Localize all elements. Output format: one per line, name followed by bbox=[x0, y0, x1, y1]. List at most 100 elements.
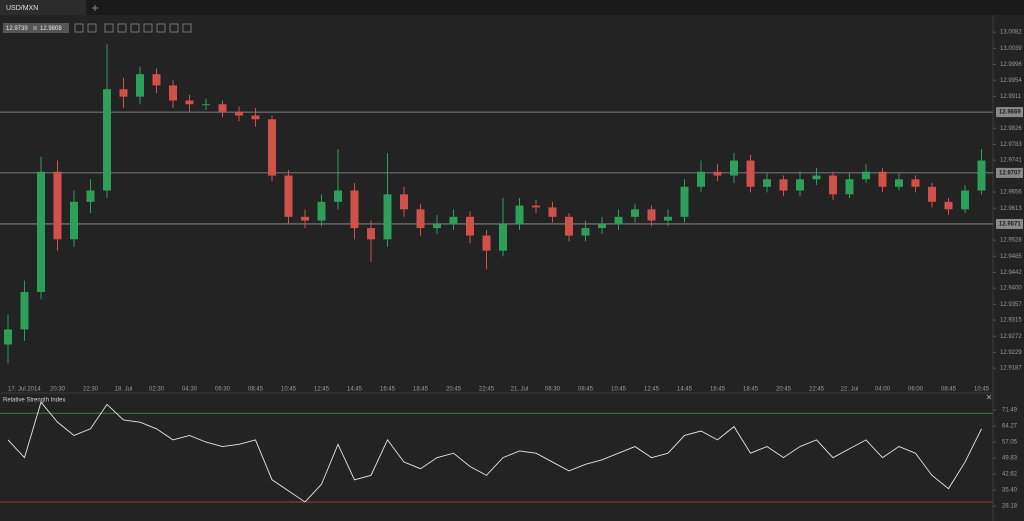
candle-body bbox=[895, 179, 903, 187]
tool-zoom-in[interactable] bbox=[74, 23, 84, 33]
x-tick-label: 16:45 bbox=[710, 387, 726, 393]
candle-body bbox=[4, 329, 12, 345]
x-tick-label: 10:45 bbox=[974, 387, 990, 393]
candle-body bbox=[532, 205, 540, 208]
x-tick-label: 18. Jul bbox=[115, 387, 133, 393]
price-line-box bbox=[996, 218, 1023, 229]
candle-body bbox=[119, 89, 128, 97]
tool-type[interactable] bbox=[117, 23, 127, 33]
x-tick-label: 20:45 bbox=[776, 387, 792, 393]
tool-settings[interactable] bbox=[143, 23, 153, 33]
x-tick-label: 08:45 bbox=[578, 387, 594, 393]
x-tick-label: 10:45 bbox=[611, 387, 627, 393]
candle-body bbox=[218, 104, 227, 112]
candle-body bbox=[911, 179, 920, 187]
ask: 12.9808 bbox=[40, 26, 62, 32]
bid: 12.9739 bbox=[6, 26, 28, 32]
price-line-box bbox=[996, 167, 1023, 178]
y-tick-label: 35.40 bbox=[1002, 488, 1018, 494]
y-tick-label: 12.9613 bbox=[1000, 206, 1022, 212]
price-line-box bbox=[996, 107, 1023, 118]
candle-body bbox=[713, 171, 722, 176]
y-tick-label: 12.9783 bbox=[1000, 142, 1022, 148]
candle-body bbox=[334, 190, 342, 202]
candle-body bbox=[152, 74, 161, 86]
candle-body bbox=[235, 111, 243, 116]
toolbar bbox=[74, 23, 192, 33]
candle-body bbox=[37, 171, 45, 292]
x-tick-label: 21. Jul bbox=[511, 387, 529, 393]
candle-body bbox=[730, 160, 738, 176]
x-tick-label: 06:00 bbox=[908, 387, 924, 393]
candle-body bbox=[631, 209, 639, 217]
candle-body bbox=[449, 216, 458, 225]
candle-body bbox=[961, 190, 969, 210]
candle-body bbox=[581, 228, 590, 236]
y-tick-label: 49.83 bbox=[1002, 456, 1018, 462]
x-tick-label: 06:30 bbox=[545, 387, 561, 393]
y-tick-label: 13.0039 bbox=[1000, 46, 1022, 52]
price-line-label: 12.9707 bbox=[999, 170, 1021, 176]
candle-body bbox=[614, 216, 623, 225]
candle-body bbox=[598, 224, 606, 229]
tool-zoom-out[interactable] bbox=[87, 23, 97, 33]
y-tick-label: 12.9315 bbox=[1000, 318, 1022, 324]
candle-body bbox=[202, 104, 210, 106]
candle-body bbox=[647, 209, 656, 221]
candle-body bbox=[400, 194, 408, 210]
y-tick-label: 12.9442 bbox=[1000, 270, 1022, 276]
candle-body bbox=[268, 119, 276, 176]
close-pane[interactable] bbox=[986, 394, 992, 400]
y-tick-label: 12.9229 bbox=[1000, 350, 1022, 356]
candle-body bbox=[251, 115, 260, 120]
y-tick-label: 13.0082 bbox=[1000, 30, 1022, 36]
x-tick-label: 16:45 bbox=[380, 387, 396, 393]
price-line-label: 12.9571 bbox=[999, 222, 1021, 228]
tool-indicators[interactable] bbox=[130, 23, 140, 33]
candle-body bbox=[977, 160, 986, 191]
candle-body bbox=[829, 175, 837, 195]
quote-box bbox=[3, 23, 69, 33]
candle-body bbox=[383, 194, 392, 240]
candle-body bbox=[680, 186, 689, 217]
x-tick-label: 22:30 bbox=[83, 387, 99, 393]
candle-body bbox=[53, 171, 62, 240]
x-tick-label: 12:45 bbox=[644, 387, 660, 393]
add-tab[interactable] bbox=[92, 5, 98, 11]
x-tick-label: 22:45 bbox=[479, 387, 495, 393]
x-tick-label: 08:45 bbox=[941, 387, 957, 393]
y-tick-label: 71.49 bbox=[1002, 408, 1018, 414]
x-tick-label: 06:30 bbox=[215, 387, 231, 393]
y-tick-label: 28.18 bbox=[1002, 504, 1018, 510]
candle-body bbox=[350, 190, 359, 229]
candle-body bbox=[482, 235, 491, 251]
candle-body bbox=[796, 179, 804, 191]
y-tick-label: 12.9400 bbox=[1000, 286, 1022, 292]
candle-body bbox=[697, 171, 705, 187]
tool-line[interactable] bbox=[182, 23, 192, 33]
candle-body bbox=[812, 175, 821, 180]
tool-draw[interactable] bbox=[169, 23, 179, 33]
candle-body bbox=[367, 228, 375, 240]
x-tick-label: 12:45 bbox=[314, 387, 330, 393]
candle-body bbox=[185, 100, 194, 105]
tool-scale[interactable] bbox=[104, 23, 114, 33]
candle-body bbox=[515, 205, 524, 225]
x-tick-label: 22:45 bbox=[809, 387, 825, 393]
candle-body bbox=[301, 216, 309, 221]
y-tick-label: 12.9528 bbox=[1000, 238, 1022, 244]
candle-body bbox=[845, 179, 854, 195]
candle-body bbox=[317, 201, 326, 221]
candle-body bbox=[763, 179, 771, 187]
candle-body bbox=[466, 216, 474, 236]
tool-attach[interactable] bbox=[156, 23, 166, 33]
y-tick-label: 12.9485 bbox=[1000, 254, 1022, 260]
tab-bar bbox=[0, 0, 1024, 15]
candle-body bbox=[944, 201, 953, 210]
candle-body bbox=[70, 201, 78, 240]
x-tick-label: 04:30 bbox=[182, 387, 198, 393]
x-tick-label: 17. Jul 2014 bbox=[8, 387, 41, 393]
quote-sep bbox=[33, 26, 37, 30]
y-tick-label: 12.9187 bbox=[1000, 366, 1022, 372]
tab[interactable] bbox=[0, 0, 86, 15]
